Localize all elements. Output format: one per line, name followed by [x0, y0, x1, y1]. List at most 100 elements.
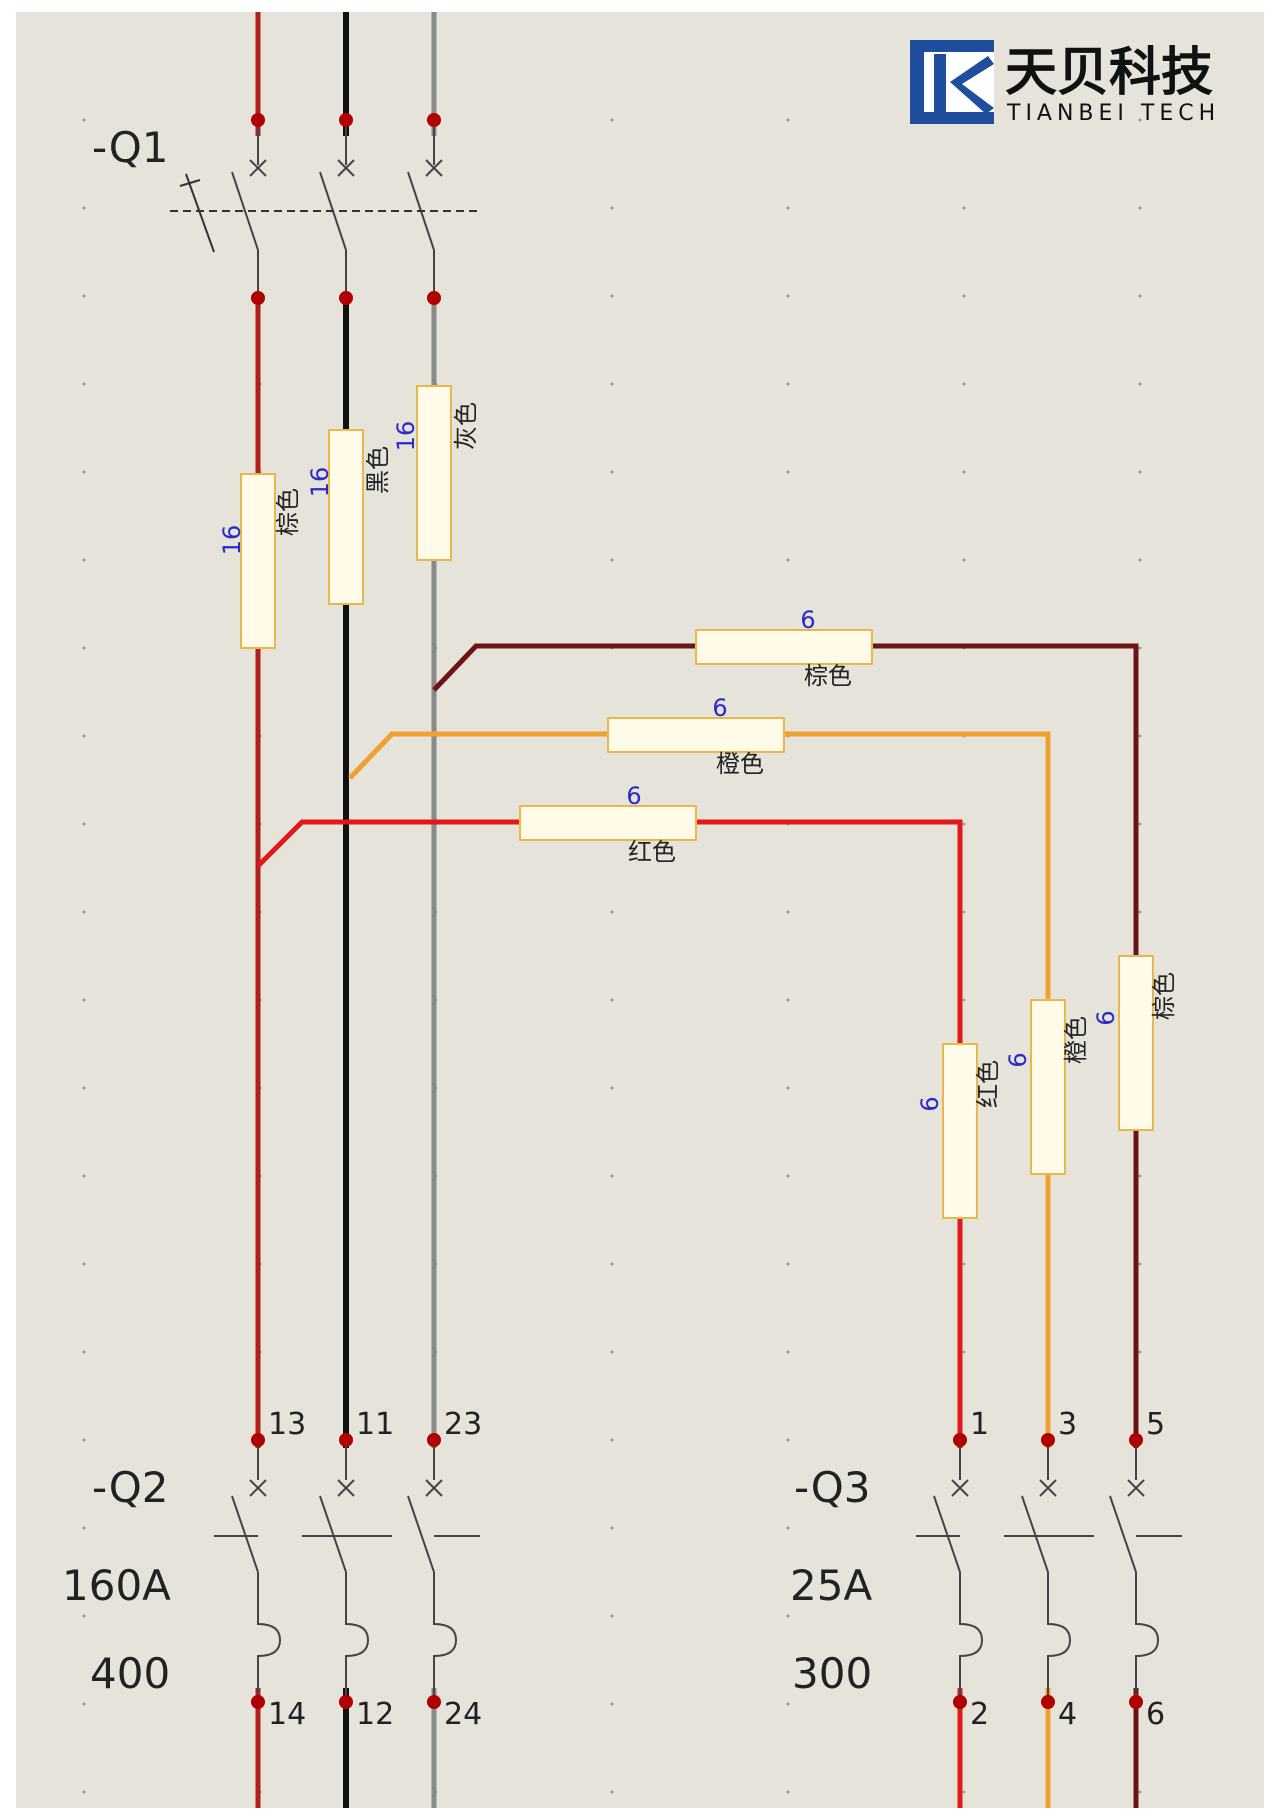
grid-dot: [610, 1174, 614, 1178]
grid-dot: [1138, 910, 1142, 914]
grid-dot: [610, 1702, 614, 1706]
grid-dot: [82, 646, 86, 650]
grid-dot: [82, 1526, 86, 1530]
grid-dot: [610, 470, 614, 474]
terminal-label: 11: [356, 1407, 394, 1442]
wire-marker-red-6-v: 6 红色: [916, 1043, 1002, 1219]
grid-dot: [786, 1262, 790, 1266]
switch-q1: -Q1: [92, 113, 480, 305]
company-logo: 天贝科技 TIANBEI TECH: [910, 40, 1215, 126]
marker-color-label: 棕色: [804, 662, 852, 690]
grid-dot: [1138, 470, 1142, 474]
grid-dot: [1138, 822, 1142, 826]
grid-dot: [962, 206, 966, 210]
wire-marker-brown-6-v: 6 棕色: [1092, 955, 1178, 1131]
grid-dot: [1138, 558, 1142, 562]
grid-dot: [610, 294, 614, 298]
grid-dot: [786, 1350, 790, 1354]
marker-color-label: 黑色: [364, 446, 392, 494]
grid-dot: [786, 206, 790, 210]
grid-dot: [610, 118, 614, 122]
grid-dot: [786, 910, 790, 914]
marker-cross-section: 16: [306, 467, 334, 498]
marker-cross-section: 6: [1004, 1052, 1032, 1067]
marker-cross-section: 6: [1092, 1010, 1120, 1025]
grid-dot: [82, 1702, 86, 1706]
grid-dot: [610, 1614, 614, 1618]
grid-dot: [610, 558, 614, 562]
grid-dot: [962, 470, 966, 474]
diagram-background: [16, 12, 1264, 1808]
device-tag-q3: -Q3: [794, 1463, 870, 1512]
marker-cross-section: 16: [392, 421, 420, 452]
grid-dot: [610, 206, 614, 210]
grid-dot: [786, 998, 790, 1002]
grid-dot: [82, 1350, 86, 1354]
grid-dot: [82, 910, 86, 914]
marker-color-label: 红色: [974, 1060, 1002, 1108]
terminal-label: 24: [444, 1697, 482, 1732]
marker-color-label: 棕色: [274, 488, 302, 536]
device-setting-q3: 300: [792, 1649, 872, 1698]
grid-dot: [786, 118, 790, 122]
grid-dot: [962, 1350, 966, 1354]
logo-mark-icon: [910, 40, 994, 124]
terminal-label: 2: [970, 1697, 989, 1732]
wire-marker-orange-6-h: 6 橙色: [607, 694, 785, 778]
device-rating-q2: 160A: [62, 1561, 171, 1610]
grid-dot: [786, 1790, 790, 1794]
terminal-label: 1: [970, 1407, 989, 1442]
grid-dot: [786, 382, 790, 386]
grid-dot: [1138, 382, 1142, 386]
terminal-label: 3: [1058, 1407, 1077, 1442]
grid-dot: [82, 1790, 86, 1794]
grid-dot: [610, 910, 614, 914]
terminal-label: 12: [356, 1697, 394, 1732]
grid-dot: [962, 1790, 966, 1794]
grid-dot: [786, 558, 790, 562]
grid-dot: [962, 998, 966, 1002]
grid-dot: [82, 1174, 86, 1178]
grid-dot: [82, 734, 86, 738]
device-rating-q3: 25A: [790, 1561, 872, 1610]
grid-dot: [1138, 1262, 1142, 1266]
marker-cross-section: 16: [218, 525, 246, 556]
terminal-label: 23: [444, 1407, 482, 1442]
grid-dot: [1138, 118, 1142, 122]
grid-dot: [82, 1262, 86, 1266]
terminal-label: 6: [1146, 1697, 1165, 1732]
grid-dot: [786, 1526, 790, 1530]
grid-dot: [1138, 1350, 1142, 1354]
grid-dot: [82, 206, 86, 210]
grid-dot: [610, 1526, 614, 1530]
grid-dot: [786, 470, 790, 474]
grid-dot: [962, 822, 966, 826]
grid-dot: [786, 1702, 790, 1706]
grid-dot: [82, 558, 86, 562]
marker-color-label: 棕色: [1150, 972, 1178, 1020]
terminal-label: 14: [268, 1697, 306, 1732]
grid-dot: [1138, 1174, 1142, 1178]
grid-dot: [82, 382, 86, 386]
grid-dot: [82, 1614, 86, 1618]
breaker-q3: -Q3 25A 300 1 3: [790, 1407, 1182, 1732]
terminal-label: 5: [1146, 1407, 1165, 1442]
terminal-label: 13: [268, 1407, 306, 1442]
grid-dot: [610, 1262, 614, 1266]
grid-dot: [610, 998, 614, 1002]
grid-dot: [786, 1614, 790, 1618]
device-tag-q1: -Q1: [92, 123, 168, 172]
marker-cross-section: 6: [916, 1096, 944, 1111]
grid-dot: [610, 1790, 614, 1794]
device-setting-q2: 400: [90, 1649, 170, 1698]
grid-dot: [82, 470, 86, 474]
grid-dot: [962, 382, 966, 386]
grid-dot: [610, 1086, 614, 1090]
grid-dot: [962, 294, 966, 298]
marker-cross-section: 6: [800, 606, 815, 634]
wire-marker-orange-6-v: 6 橙色: [1004, 999, 1090, 1175]
grid-dot: [82, 294, 86, 298]
grid-dot: [82, 118, 86, 122]
grid-dot: [786, 1086, 790, 1090]
